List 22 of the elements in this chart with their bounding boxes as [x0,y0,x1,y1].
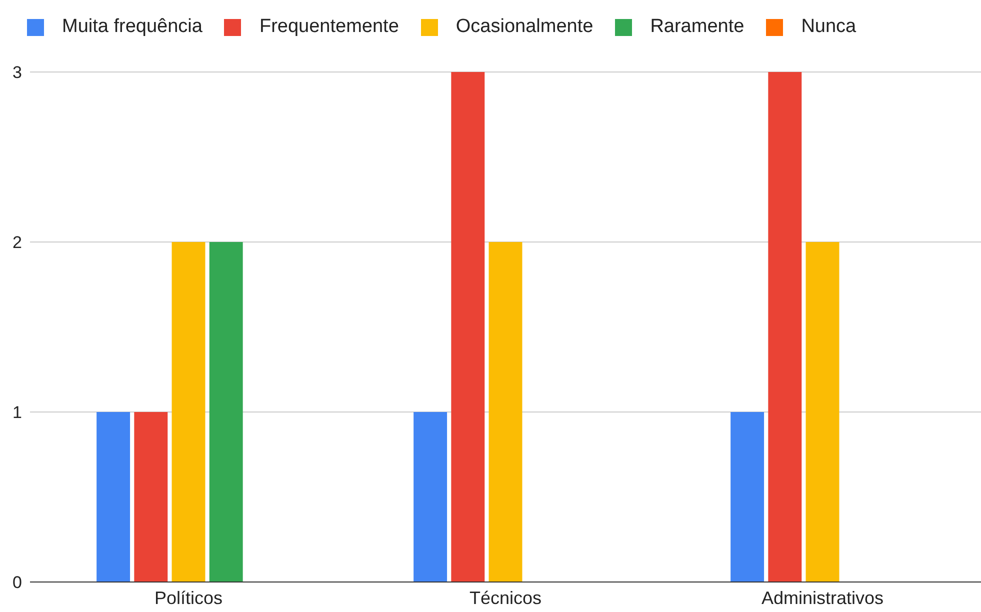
bar [768,72,802,582]
bar [488,242,522,582]
legend-label: Raramente [650,16,744,38]
x-tick-label: Políticos [154,588,223,608]
y-tick-label: 3 [12,62,22,82]
x-tick-label: Técnicos [469,588,542,608]
legend-label: Muita frequência [62,16,202,38]
bar [730,412,764,582]
bar [134,412,168,582]
y-tick-label: 1 [12,402,22,422]
bar [209,242,243,582]
legend-label: Frequentemente [259,16,399,38]
y-tick-label: 2 [12,232,22,252]
bar [414,412,448,582]
bar [96,412,130,582]
bar [451,72,485,582]
bar [806,242,840,582]
x-tick-label: Administrativos [761,588,884,608]
legend-label: Nunca [801,16,856,38]
bar [172,242,206,582]
y-tick-label: 0 [12,572,22,592]
legend-label: Ocasionalmente [456,16,594,38]
